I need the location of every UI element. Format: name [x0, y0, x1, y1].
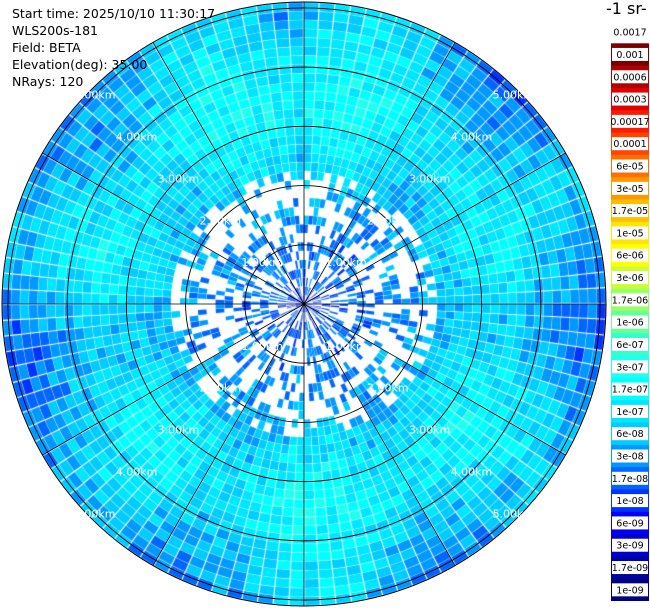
- range-ring-label: 3.00km: [158, 424, 200, 437]
- colorbar-tick-label-bg: [612, 337, 648, 351]
- instrument-label: WLS200s-181: [12, 23, 98, 38]
- range-ring-label: 1.00km: [241, 340, 283, 353]
- colorbar-tick-label: 1e-09: [616, 585, 643, 596]
- colorbar-tick-label: 1e-06: [616, 318, 643, 329]
- radial-grid-line: [152, 303, 305, 566]
- colorbar-tick-label: 3e-09: [616, 541, 643, 552]
- colorbar-tick-label: 1e-08: [616, 496, 643, 507]
- colorbar-tick-label: 1e-05: [616, 228, 643, 239]
- range-ring-label: 5.00km: [493, 89, 535, 102]
- range-ring-label: 1.00km: [241, 256, 283, 269]
- colorbar-tick-label-bg: [612, 271, 648, 285]
- radial-grid-line: [152, 42, 305, 305]
- range-ring-label: 4.00km: [116, 131, 158, 144]
- colorbar-tick-label: 0.0001: [613, 139, 646, 150]
- range-ring-label: 1.00km: [325, 340, 367, 353]
- range-ring-label: 4.00km: [451, 131, 493, 144]
- colorbar-tick-label: 1e-07: [616, 407, 643, 418]
- start-time-label: Start time: 2025/10/10 11:30:17: [12, 6, 216, 21]
- colorbar-tick-label-bg: [612, 382, 648, 396]
- colorbar-tick-label: 6e-09: [616, 518, 643, 529]
- range-ring-label: 4.00km: [116, 465, 158, 478]
- range-ring: [244, 244, 364, 364]
- colorbar-tick-label: 0.0003: [613, 95, 646, 106]
- colorbar-tick-label: 3e-06: [616, 273, 643, 284]
- radial-grid-line: [303, 303, 566, 456]
- colorbar-tick-label-bg: [612, 226, 648, 240]
- colorbar-tick-label-bg: [612, 494, 648, 508]
- colorbar-tick-label-bg: [612, 583, 648, 597]
- colorbar-tick-label-bg: [612, 449, 648, 463]
- field-label: Field: BETA: [12, 40, 81, 55]
- colorbar-tick-label-bg: [612, 427, 648, 441]
- colorbar-tick-label: 1.7e-07: [612, 385, 648, 396]
- range-ring-label: 5.00km: [74, 507, 116, 520]
- colorbar-tick-label-bg: [612, 248, 648, 262]
- range-ring: [185, 185, 423, 423]
- range-ring-overlay: 1.00km 1.00km 1.00km 1.00km 2.00km 2.00km 2.00…: [1, 1, 607, 607]
- colorbar-tick-label: 3e-08: [616, 452, 643, 463]
- colorbar-tick-label-bg: [612, 25, 648, 39]
- colorbar-tick-label: 0.0017: [613, 28, 646, 39]
- colorbar-tick-label-bg: [612, 293, 648, 307]
- radial-grid-line: [42, 152, 305, 305]
- colorbar-tick-label-bg: [612, 181, 648, 195]
- range-ring-label: 2.00km: [367, 214, 409, 227]
- range-ring-label: 2.00km: [367, 382, 409, 395]
- range-ring-label: 3.00km: [409, 424, 451, 437]
- radial-grid-line: [42, 303, 305, 456]
- colorbar-tick-label-bg: [612, 137, 648, 151]
- range-ring-label: 5.00km: [493, 507, 535, 520]
- colorbar-tick-label: 0.001: [616, 50, 643, 61]
- colorbar-tick-label: 1.7e-05: [612, 206, 648, 217]
- radial-grid-line: [303, 42, 456, 305]
- colorbar-tick-label-bg: [612, 47, 648, 61]
- colorbar-tick-label-bg: [612, 561, 648, 575]
- colorbar-tick-label-bg: [612, 516, 648, 530]
- colorbar-tick-label-bg: [612, 471, 648, 485]
- range-ring-label: 3.00km: [158, 172, 200, 185]
- radial-grid-line: [303, 303, 456, 566]
- colorbar-tick-label: 6e-07: [616, 340, 643, 351]
- colorbar-tick-label: 0.0006: [613, 72, 646, 83]
- colorbar: 0.0017 0.001 0.0006 0.0003 0.00017 0.0001 6e-0…: [611, 21, 649, 601]
- colorbar-tick-label: 1.7e-09: [612, 563, 648, 574]
- range-ring: [7, 7, 601, 601]
- colorbar-tick-label: 1.7e-08: [612, 474, 648, 485]
- colorbar-tick-label: 3e-05: [616, 184, 643, 195]
- colorbar-tick-label: 3e-07: [616, 362, 643, 373]
- colorbar-tick-label: 6e-06: [616, 251, 643, 262]
- colorbar-tick-label-bg: [612, 92, 648, 106]
- range-ring-label: 5.00km: [74, 89, 116, 102]
- radial-grid-line: [303, 152, 566, 305]
- range-ring-label: 3.00km: [409, 172, 451, 185]
- nrays-label: NRays: 120: [12, 74, 84, 89]
- colorbar-tick-label: 1.7e-06: [612, 295, 648, 306]
- range-ring: [66, 66, 542, 542]
- range-ring-label: 1.00km: [325, 256, 367, 269]
- elevation-label: Elevation(deg): 35.00: [12, 57, 148, 72]
- colorbar-tick-label-bg: [612, 404, 648, 418]
- colorbar-tick-label-bg: [612, 204, 648, 218]
- colorbar-tick-label: 6e-05: [616, 162, 643, 173]
- range-ring: [125, 125, 483, 483]
- range-ring-label: 4.00km: [451, 465, 493, 478]
- colorbar-tick-label: 0.00017: [611, 117, 649, 128]
- colorbar-tick-label-bg: [612, 70, 648, 84]
- colorbar-tick-label-bg: [612, 315, 648, 329]
- colorbar-tick-label-bg: [612, 538, 648, 552]
- colorbar-tick-label-bg: [612, 360, 648, 374]
- range-ring-label: 2.00km: [199, 214, 241, 227]
- colorbar-tick-label: 6e-08: [616, 429, 643, 440]
- colorbar-title: -1 sr-: [606, 0, 647, 18]
- range-ring-label: 2.00km: [199, 382, 241, 395]
- colorbar-tick-label-bg: [612, 114, 648, 128]
- colorbar-tick-label-bg: [612, 159, 648, 173]
